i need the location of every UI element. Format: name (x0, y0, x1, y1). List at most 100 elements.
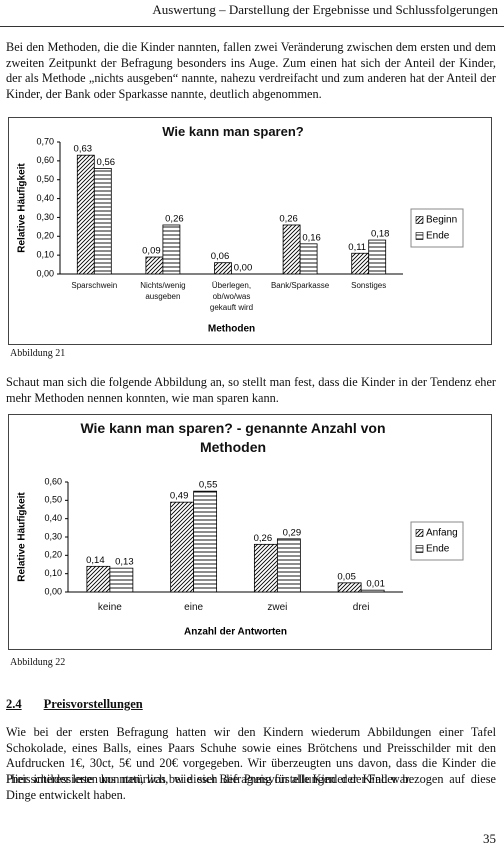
y-tick-label: 0,70 (36, 136, 54, 146)
bar (170, 501, 195, 593)
section-number: 2.4 (6, 697, 22, 711)
value-label: 0,26 (254, 533, 273, 544)
caption: Abbildung 21 (10, 348, 66, 359)
x-tick-label: Nichts/wenig ausgeben (140, 281, 186, 301)
value-label: 0,05 (337, 571, 356, 582)
bar (299, 243, 318, 275)
y-axis-label: Relative Häufigkeit (17, 492, 28, 582)
x-tick-label: drei (352, 602, 370, 613)
value-label: 0,09 (142, 246, 161, 257)
paragraph: Wie bei der ersten Befragung hatten wir … (6, 725, 496, 786)
category-box: drei (352, 602, 370, 613)
chart-title: Wie kann man sparen? (162, 124, 304, 139)
value-label: 0,55 (199, 480, 218, 491)
page-number: 35 (483, 831, 496, 846)
bar (360, 589, 385, 593)
bar (282, 224, 301, 275)
category-box: Nichts/wenig ausgeben (140, 281, 186, 301)
legend-label: Ende (426, 231, 450, 242)
title-box: Wie kann man sparen? (162, 124, 304, 139)
x-axis-label: Methoden (208, 324, 255, 335)
y-tick-label: 0,60 (44, 476, 62, 486)
section-title: Preisvorstellungen (43, 697, 143, 711)
value-label: 0,63 (74, 144, 93, 155)
header-rule (0, 26, 504, 27)
y-tick-label: 0,50 (36, 174, 54, 184)
value-label: 0,16 (302, 232, 321, 243)
value-label: 0,01 (366, 579, 385, 590)
caption: Abbildung 22 (10, 657, 66, 668)
section-heading: 2.4 Preisvorstellungen (6, 697, 143, 712)
y-tick-label: 0,10 (44, 568, 62, 578)
value-label: 0,13 (115, 557, 134, 568)
category-box: Sparschwein (71, 281, 118, 290)
value-label: 0,18 (371, 229, 390, 240)
category-box: Bank/Sparkasse (270, 281, 330, 290)
bar (109, 567, 134, 593)
bar (214, 262, 232, 275)
title-box: Wie kann man sparen? - genannte Anzahl v… (80, 420, 386, 455)
x-tick-label: Sparschwein (71, 281, 118, 290)
legend-label: Beginn (426, 215, 457, 226)
bar (162, 224, 181, 275)
chart: Wie kann man sparen? 0,00 0,10 0,20 0,30 0,40… (8, 117, 492, 345)
value-label: 0,14 (86, 555, 105, 566)
bar (351, 252, 370, 275)
bar (76, 154, 95, 275)
category-box: Überlegen, ob/wo/was gekauft wird (209, 281, 254, 312)
x-tick-label: keine (97, 602, 122, 613)
bar (368, 239, 387, 275)
category-box: keine (97, 602, 122, 613)
legend-swatch (415, 529, 424, 537)
value-label: 0,49 (170, 491, 189, 502)
y-tick-label: 0,60 (36, 155, 54, 165)
y-tick-label: 0,50 (44, 495, 62, 505)
y-tick-label: 0,10 (36, 250, 54, 260)
paragraph: Hier interessierte uns natürlich, wie si… (6, 772, 496, 802)
y-tick-label: 0,30 (44, 531, 62, 541)
y-axis-label: Relative Häufigkeit (17, 163, 28, 253)
y-tick-label: 0,30 (36, 212, 54, 222)
chart-frame (8, 414, 492, 650)
value-label: 0,11 (348, 242, 366, 253)
category-box: Sonstiges (351, 281, 387, 290)
x-tick-label: zwei (267, 602, 288, 613)
y-tick-label: 0,40 (44, 513, 62, 523)
value-label: 0,26 (279, 213, 298, 224)
x-axis-label: Anzahl der Antworten (184, 627, 287, 638)
value-label: 0,29 (283, 527, 302, 538)
chart-frame (8, 117, 492, 345)
y-tick-label: 0,00 (44, 586, 62, 596)
bar (193, 490, 218, 593)
x-tick-label: eine (184, 602, 204, 613)
bar (253, 543, 278, 593)
chart-title: Wie kann man sparen? - genannte Anzahl v… (80, 420, 386, 455)
y-tick-label: 0,00 (36, 268, 54, 278)
y-tick-label: 0,20 (44, 550, 62, 560)
bar (276, 538, 301, 593)
chart: Wie kann man sparen? - genannte Anzahl v… (8, 414, 492, 650)
x-tick-label: Überlegen, ob/wo/was gekauft wird (209, 281, 254, 312)
bar (93, 168, 112, 275)
paragraph: Schaut man sich die folgende Abbildung a… (6, 375, 496, 405)
legend-label: Anfang (426, 528, 458, 539)
paragraph: Bei den Methoden, die die Kinder nannten… (6, 40, 496, 101)
x-tick-label: Sonstiges (351, 281, 387, 290)
value-label: 0,56 (97, 157, 116, 168)
bar (145, 256, 164, 275)
category-box: zwei (267, 602, 288, 613)
value-label: 0,00 (234, 263, 253, 274)
legend-swatch (415, 216, 424, 224)
running-header: Auswertung – Darstellung der Ergebnisse … (152, 2, 498, 17)
legend-label: Ende (426, 544, 450, 555)
legend-swatch (415, 232, 424, 240)
category-box: eine (184, 602, 204, 613)
legend-swatch (415, 545, 424, 553)
legend-box (410, 521, 464, 561)
legend-box (410, 208, 464, 248)
bar (337, 582, 362, 593)
y-tick-label: 0,40 (36, 193, 54, 203)
value-label: 0,06 (211, 251, 230, 262)
x-tick-label: Bank/Sparkasse (270, 281, 330, 290)
